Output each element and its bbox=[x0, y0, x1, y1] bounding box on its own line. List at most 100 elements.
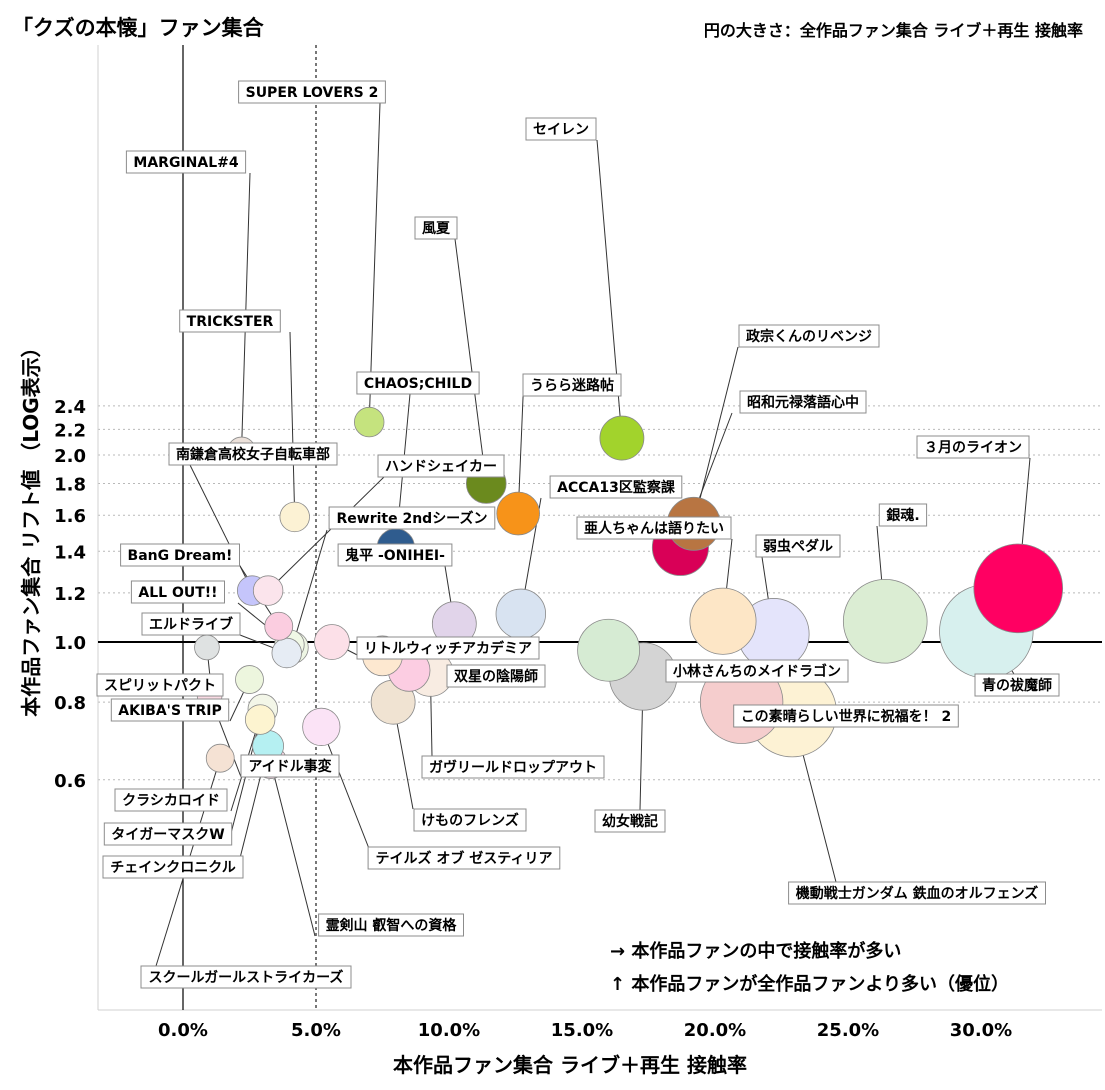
point-label-box bbox=[549, 475, 683, 499]
bubble bbox=[279, 501, 310, 533]
bubble bbox=[235, 665, 264, 694]
point-label-text: BanG Dream! bbox=[128, 548, 233, 564]
point-label-text: タイガーマスクW bbox=[111, 827, 224, 843]
point-label: アイドル事変 bbox=[240, 754, 340, 778]
point-label-text: チェインクロニクル bbox=[110, 860, 236, 876]
bubble bbox=[314, 624, 350, 660]
point-label-text: ACCA13区監察課 bbox=[557, 479, 676, 496]
bubble bbox=[495, 588, 547, 640]
x-tick-label: 30.0% bbox=[950, 1020, 1012, 1041]
point-label: エルドライブ bbox=[141, 612, 241, 636]
point-label-box bbox=[318, 913, 464, 937]
bubble bbox=[599, 415, 645, 461]
point-label-text: クラシカロイド bbox=[122, 793, 220, 809]
leader-line bbox=[517, 373, 525, 514]
point-label: TRICKSTER bbox=[179, 309, 281, 333]
point-label-box bbox=[377, 454, 505, 478]
point-label-box bbox=[328, 506, 496, 530]
point-label-text: 昭和元禄落語心中 bbox=[747, 394, 859, 411]
leader-line bbox=[320, 726, 378, 870]
bubbles bbox=[194, 406, 1064, 779]
point-label-text: セイレン bbox=[533, 122, 589, 138]
point-label: MARGINAL#4 bbox=[125, 150, 247, 174]
point-label: ALL OUT!! bbox=[130, 580, 225, 604]
x-tick-label: 20.0% bbox=[684, 1020, 746, 1041]
leader-line bbox=[270, 762, 316, 937]
point-label: 南鎌倉高校女子自転車部 bbox=[168, 442, 338, 466]
x-tick-label: 15.0% bbox=[551, 1020, 613, 1041]
bubble bbox=[302, 707, 341, 746]
y-axis-label: 本作品ファン集合 リフト値 （LOG表示） bbox=[19, 337, 43, 716]
point-label: SUPER LOVERS 2 bbox=[238, 80, 386, 104]
point-label: 弱虫ペダル bbox=[755, 534, 841, 558]
leader-line bbox=[291, 529, 328, 648]
point-label-text: 機動戦士ガンダム 鉄血のオルフェンズ bbox=[796, 885, 1039, 902]
point-label-text: アイドル事変 bbox=[248, 758, 331, 775]
point-label: 機動戦士ガンダム 鉄血のオルフェンズ bbox=[788, 881, 1046, 905]
point-label-box bbox=[179, 309, 281, 333]
tick-labels: 0.6 0.8 1.0 1.2 1.4 1.6 1.8 2.0 2.22.4 0.0% 5.0% 10… bbox=[54, 397, 1012, 1041]
point-label: ガヴリールドロップアウト bbox=[421, 755, 605, 779]
y-tick-label: 1.0 bbox=[54, 633, 86, 654]
point-label-text: ガヴリールドロップアウト bbox=[429, 759, 597, 776]
point-label-box bbox=[446, 664, 546, 688]
point-label: ACCA13区監察課 bbox=[549, 475, 683, 499]
point-label: テイルズ オブ ゼスティリア bbox=[367, 846, 561, 870]
point-label-text: この素晴らしい世界に祝福を！ 2 bbox=[741, 708, 952, 725]
y-tick-label: 0.8 bbox=[54, 693, 86, 714]
y-tick-label: 2.4 bbox=[54, 397, 86, 418]
point-label: スクールガールストライカーズ bbox=[140, 965, 352, 989]
point-label-text: スピリットパクト bbox=[104, 678, 216, 694]
point-label-box bbox=[96, 673, 224, 697]
leader-line bbox=[368, 102, 381, 423]
point-label-box bbox=[974, 673, 1060, 697]
point-label: 亜人ちゃんは語りたい bbox=[576, 516, 732, 540]
chart-title: 「クズの本懐」ファン集合 bbox=[12, 16, 264, 40]
bubble bbox=[205, 743, 235, 773]
bubble bbox=[271, 637, 302, 669]
bubble bbox=[973, 543, 1064, 634]
point-label: 銀魂. bbox=[878, 503, 928, 527]
point-label: 青の祓魔師 bbox=[974, 673, 1060, 697]
x-axis-label: 本作品ファン集合 ライブ＋再生 接触率 bbox=[393, 1053, 747, 1077]
point-label-box bbox=[141, 612, 241, 636]
bubble bbox=[244, 704, 276, 735]
axis-labels: 本作品ファン集合 ライブ＋再生 接触率 本作品ファン集合 リフト値 （LOG表示… bbox=[19, 337, 747, 1077]
point-label: うらら迷路帖 bbox=[522, 373, 622, 397]
point-label-box bbox=[367, 846, 561, 870]
point-label-text: うらら迷路帖 bbox=[530, 377, 614, 394]
point-label: けものフレンズ bbox=[413, 808, 527, 832]
point-label-text: 小林さんちのメイドラゴン bbox=[673, 663, 841, 680]
point-label-box bbox=[120, 543, 240, 567]
point-label-text: AKIBA'S TRIP bbox=[118, 703, 221, 719]
note-contact-rate: → 本作品ファンの中で接触率が多い bbox=[610, 941, 902, 962]
point-label-text: ALL OUT!! bbox=[138, 585, 217, 601]
point-label-text: 双星の陰陽師 bbox=[454, 668, 538, 685]
point-label-box bbox=[738, 324, 880, 348]
point-label-text: Rewrite 2ndシーズン bbox=[336, 510, 487, 527]
y-tick-label: 0.6 bbox=[54, 771, 86, 792]
point-label: CHAOS;CHILD bbox=[356, 371, 480, 395]
y-tick-label: 1.6 bbox=[54, 506, 86, 527]
point-label-text: 青の祓魔師 bbox=[982, 677, 1052, 694]
point-label: セイレン bbox=[525, 117, 597, 141]
point-label: ３月のライオン bbox=[916, 435, 1030, 459]
x-tick-label: 25.0% bbox=[817, 1020, 879, 1041]
point-label-box bbox=[733, 704, 959, 728]
point-label-text: エルドライブ bbox=[149, 616, 233, 633]
point-label-box bbox=[421, 755, 605, 779]
leader-line bbox=[289, 331, 296, 517]
point-label-box bbox=[739, 390, 867, 414]
point-label-box bbox=[140, 965, 352, 989]
point-label-box bbox=[110, 698, 230, 722]
point-label: AKIBA'S TRIP bbox=[110, 698, 230, 722]
point-label-box bbox=[665, 659, 849, 683]
y-tick-label: 1.4 bbox=[54, 542, 86, 563]
bubble bbox=[264, 611, 294, 641]
point-label-box bbox=[240, 754, 340, 778]
point-label-box bbox=[125, 150, 247, 174]
point-label: この素晴らしい世界に祝福を！ 2 bbox=[733, 704, 959, 728]
point-label-text: TRICKSTER bbox=[187, 314, 274, 330]
point-label-box bbox=[594, 809, 666, 833]
